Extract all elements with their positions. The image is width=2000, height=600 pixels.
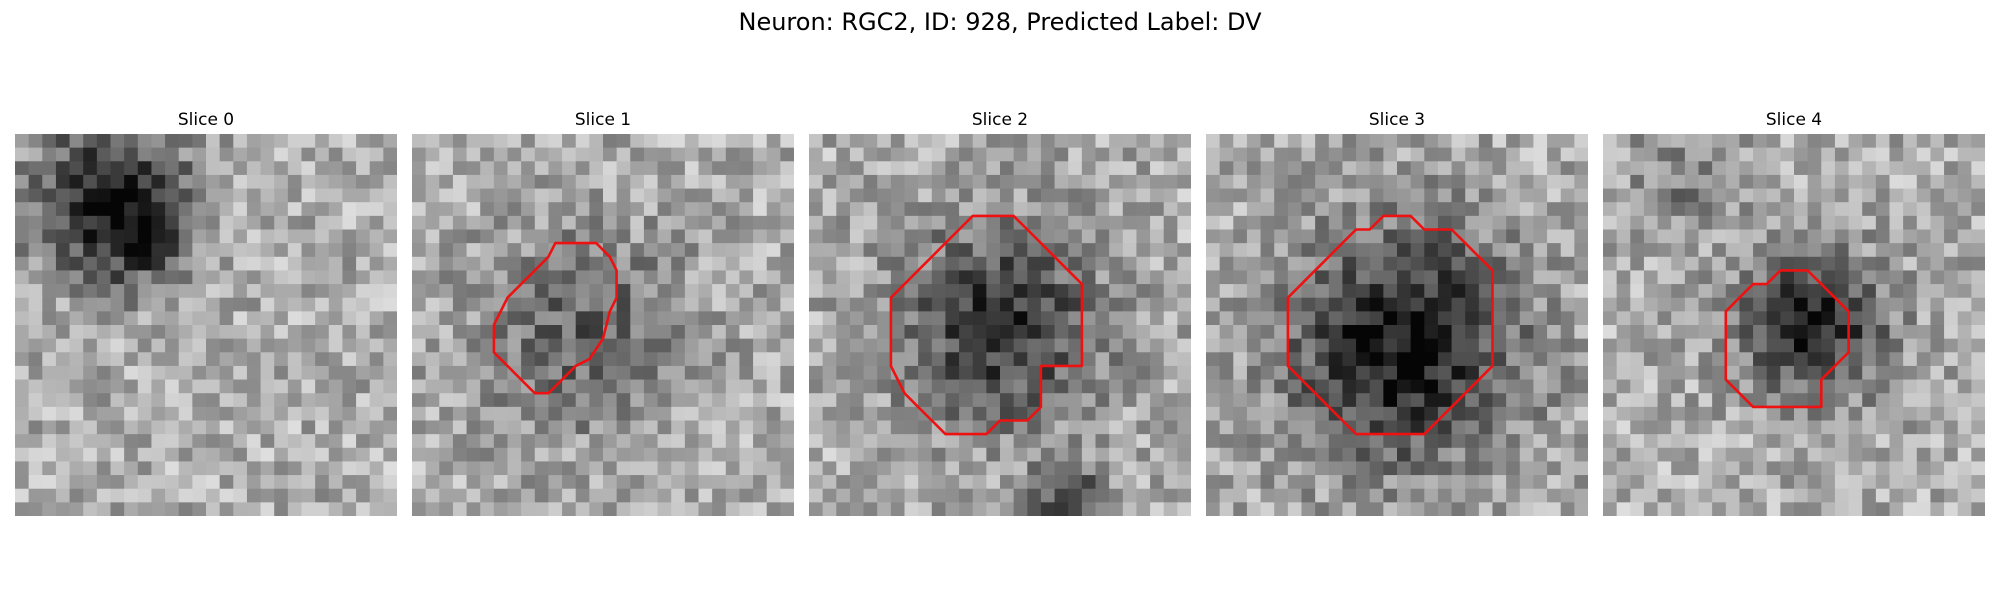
slice-panel-3: Slice 3 — [1206, 108, 1588, 516]
slice-image — [1603, 134, 1985, 516]
roi-contour — [1724, 269, 1850, 409]
pixel-grid — [809, 134, 1191, 516]
slice-title: Slice 4 — [1765, 110, 1823, 130]
slice-panel-2: Slice 2 — [809, 108, 1191, 516]
roi-contour — [492, 241, 618, 395]
slice-title: Slice 0 — [177, 110, 235, 130]
pixel-grid — [1603, 134, 1985, 516]
slice-title: Slice 1 — [574, 110, 632, 130]
pixel-grid — [1206, 134, 1588, 516]
slice-image — [809, 134, 1191, 516]
roi-contour — [889, 214, 1084, 436]
slice-title: Slice 2 — [971, 110, 1029, 130]
slice-panel-0: Slice 0 — [15, 108, 397, 516]
pixel-grid — [15, 134, 397, 516]
slice-panel-1: Slice 1 — [412, 108, 794, 516]
slice-image — [15, 134, 397, 516]
roi-contour — [1286, 214, 1494, 436]
slice-panel-4: Slice 4 — [1603, 108, 1985, 516]
slice-image — [412, 134, 794, 516]
slice-image — [1206, 134, 1588, 516]
slice-title: Slice 3 — [1368, 110, 1426, 130]
pixel-grid — [412, 134, 794, 516]
figure-title: Neuron: RGC2, ID: 928, Predicted Label: … — [738, 8, 1262, 36]
